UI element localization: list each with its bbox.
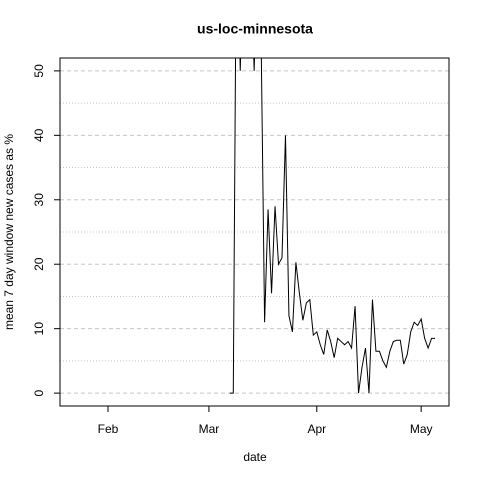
x-tick-label: Apr (307, 422, 326, 436)
chart-title: us-loc-minnesota (197, 21, 313, 37)
x-tick-label: Mar (199, 422, 220, 436)
y-tick-label: 20 (32, 257, 46, 271)
plot-frame (59, 57, 450, 407)
y-tick-label: 40 (32, 128, 46, 142)
y-tick-label: 50 (32, 64, 46, 78)
x-tick-label: May (410, 422, 433, 436)
data-line (229, 58, 436, 394)
x-tick-label: Feb (98, 422, 119, 436)
y-tick-label: 10 (32, 322, 46, 336)
x-axis-label: date (243, 450, 267, 464)
y-axis-label: mean 7 day window new cases as % (2, 134, 16, 330)
y-tick-label: 30 (32, 193, 46, 207)
y-tick-label: 0 (32, 389, 46, 396)
